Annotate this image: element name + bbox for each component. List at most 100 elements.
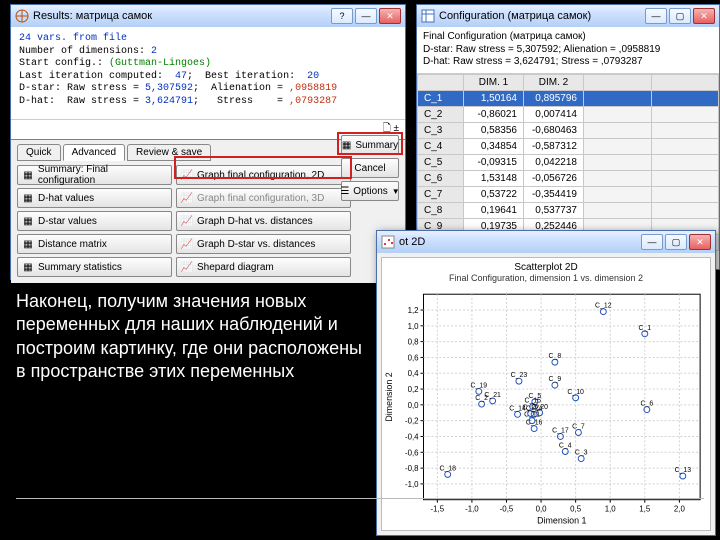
svg-text:Dimension 1: Dimension 1 (537, 515, 586, 525)
svg-text:-0,6: -0,6 (405, 448, 419, 457)
info-line: D-hat: Raw stress = 3,624791; Stress = ,… (423, 56, 713, 69)
svg-text:C_12: C_12 (595, 303, 612, 310)
col-header[interactable]: DIM. 2 (524, 74, 584, 90)
side-buttons: ▦Summary Cancel ☰Options▼ (341, 135, 399, 201)
caption-text: Наконец, получим значения новых переменн… (16, 290, 368, 384)
tab-review[interactable]: Review & save (127, 144, 211, 161)
svg-text:-0,2: -0,2 (405, 417, 419, 426)
help-button[interactable]: ? (331, 8, 353, 24)
result-button[interactable]: 📈Graph D-star vs. distances (176, 234, 351, 254)
svg-text:C_3: C_3 (575, 450, 588, 457)
cancel-button[interactable]: Cancel (341, 158, 399, 178)
summary-button[interactable]: ▦Summary (341, 135, 399, 155)
col-header[interactable]: DIM. 1 (464, 74, 524, 90)
svg-text:2,0: 2,0 (674, 505, 686, 514)
divider (16, 498, 704, 499)
svg-text:-1,0: -1,0 (465, 505, 479, 514)
svg-text:Dimension 2: Dimension 2 (384, 372, 394, 421)
svg-text:-0,8: -0,8 (405, 464, 419, 473)
svg-text:C_10: C_10 (567, 389, 584, 396)
close-button[interactable]: ✕ (379, 8, 401, 24)
result-button[interactable]: ▦Summary statistics (17, 257, 172, 277)
tab-advanced[interactable]: Advanced (63, 144, 125, 161)
svg-text:1,5: 1,5 (639, 505, 651, 514)
minimize-button[interactable]: — (645, 8, 667, 24)
chart-icon: 📈 (181, 261, 193, 273)
svg-text:C_24: C_24 (526, 405, 543, 412)
result-button[interactable]: ▦D-star values (17, 211, 172, 231)
result-button[interactable]: ▦Summary: Final configuration (17, 165, 172, 185)
svg-text:C_23: C_23 (511, 372, 528, 379)
svg-text:0,4: 0,4 (408, 369, 420, 378)
minimize-button[interactable]: — (641, 234, 663, 250)
grid-icon: ▦ (22, 192, 34, 204)
scatter-svg: -1,5-1,0-0,50,00,51,01,52,0-1,0-0,8-0,6-… (382, 258, 710, 530)
table-row[interactable]: C_5-0,093150,042218 (418, 154, 719, 170)
maximize-button[interactable]: ▢ (665, 234, 687, 250)
svg-text:C_16: C_16 (526, 420, 543, 427)
maximize-button[interactable]: ▢ (669, 8, 691, 24)
results-titlebar[interactable]: Results: матрица самок ? — ✕ (11, 5, 405, 27)
options-icon: ☰ (340, 185, 349, 197)
config-info: Final Configuration (матрица самок) D-st… (417, 27, 719, 74)
svg-text:0,6: 0,6 (408, 353, 420, 362)
result-button[interactable]: 📈Graph D-hat vs. distances (176, 211, 351, 231)
result-button[interactable]: ▦Distance matrix (17, 234, 172, 254)
svg-text:1,2: 1,2 (408, 306, 419, 315)
col-header[interactable] (418, 74, 464, 90)
scatter-plot: Scatterplot 2D Final Configuration, dime… (381, 257, 711, 531)
svg-text:C_1: C_1 (638, 325, 651, 332)
svg-text:C_18: C_18 (439, 465, 456, 472)
col-header[interactable] (651, 74, 719, 90)
results-window: Results: матрица самок ? — ✕ 24 vars. fr… (10, 4, 406, 280)
svg-text:0,8: 0,8 (408, 338, 420, 347)
close-button[interactable]: ✕ (689, 234, 711, 250)
table-row[interactable]: C_30,58356-0,680463 (418, 122, 719, 138)
result-button: 📈Graph final configuration, 3D (176, 188, 351, 208)
info-line: Final Configuration (матрица самок) (423, 31, 713, 44)
chart-icon: 📈 (181, 169, 193, 181)
chart-icon: 📈 (181, 238, 193, 250)
svg-text:C_13: C_13 (675, 467, 692, 474)
scatter-window: ot 2D — ▢ ✕ Scatterplot 2D Final Configu… (376, 230, 716, 536)
table-row[interactable]: C_40,34854-0,587312 (418, 138, 719, 154)
result-button[interactable]: 📈Graph final configuration, 2D (176, 165, 351, 185)
svg-text:C_8: C_8 (549, 353, 562, 360)
grid-icon: ▦ (22, 261, 34, 273)
svg-text:0,0: 0,0 (408, 401, 420, 410)
svg-text:-0,4: -0,4 (405, 432, 419, 441)
table-icon (421, 9, 435, 23)
grid-icon: ▦ (22, 169, 34, 181)
grid-icon: ▦ (22, 215, 34, 227)
close-button[interactable]: ✕ (693, 8, 715, 24)
results-mono: 24 vars. from file Number of dimensions:… (11, 27, 405, 119)
config-title: Configuration (матрица самок) (439, 10, 645, 22)
table-row[interactable]: C_70,53722-0,354419 (418, 186, 719, 202)
config-titlebar[interactable]: Configuration (матрица самок) — ▢ ✕ (417, 5, 719, 27)
chart-icon (381, 235, 395, 249)
result-button[interactable]: 📈Shepard diagram (176, 257, 351, 277)
statistica-icon (15, 9, 29, 23)
tab-quick[interactable]: Quick (17, 144, 61, 161)
table-row[interactable]: C_61,53148-0,056726 (418, 170, 719, 186)
svg-text:-1,5: -1,5 (431, 505, 445, 514)
summary-icon: ▦ (342, 139, 351, 151)
table-row[interactable]: C_11,501640,895796 (418, 90, 719, 106)
grid-icon: ▦ (22, 238, 34, 250)
result-button[interactable]: ▦D-hat values (17, 188, 172, 208)
col-header[interactable] (584, 74, 652, 90)
svg-text:C_17: C_17 (552, 428, 569, 435)
chart-icon: 📈 (181, 192, 193, 204)
scatter-titlebar[interactable]: ot 2D — ▢ ✕ (377, 231, 715, 253)
svg-text:1,0: 1,0 (408, 322, 420, 331)
table-row[interactable]: C_2-0,860210,007414 (418, 106, 719, 122)
config-grid[interactable]: DIM. 1DIM. 2C_11,501640,895796C_2-0,8602… (417, 74, 719, 251)
minimize-button[interactable]: — (355, 8, 377, 24)
options-button[interactable]: ☰Options▼ (341, 181, 399, 201)
svg-text:C_9: C_9 (549, 376, 562, 383)
svg-text:-0,5: -0,5 (500, 505, 514, 514)
svg-text:1,0: 1,0 (605, 505, 617, 514)
info-line: D-star: Raw stress = 5,307592; Alienatio… (423, 44, 713, 57)
svg-text:0,2: 0,2 (408, 385, 419, 394)
table-row[interactable]: C_80,196410,537737 (418, 202, 719, 218)
